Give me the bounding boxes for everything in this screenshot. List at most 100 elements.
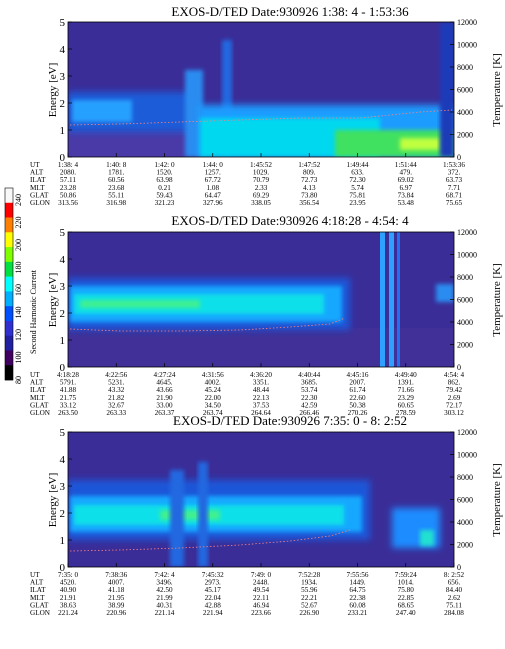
panel-1-y2tick-label: 10000 xyxy=(457,41,477,50)
panel-3-ephemeris-label: GLAT xyxy=(30,601,49,609)
panel-3-column-2 xyxy=(198,462,208,567)
panel-2-stripe-3 xyxy=(397,232,400,367)
panel-2-ephemeris-value: 2007. xyxy=(349,379,365,387)
colorbar-swatch xyxy=(5,350,13,366)
panel-2-ephemeris-value: 4645. xyxy=(156,379,172,387)
panel-1-ephemeris-value: 64.47 xyxy=(205,191,222,199)
panel-3-ephemeris-value: 223.66 xyxy=(251,609,271,617)
panel-1-ephemeris-value: 1:51:44 xyxy=(395,161,417,169)
panel-3-ephemeris-value: 22.85 xyxy=(398,594,415,602)
panel-3-ephemeris-label: MLT xyxy=(30,594,45,602)
panel-1-ephemeris-value: 1:49:44 xyxy=(347,161,369,169)
panel-2-y2tick-label: 8000 xyxy=(457,273,473,282)
panel-2-ephemeris-value: 4:22:56 xyxy=(105,371,127,379)
panel-3-ephemeris-value: 21.95 xyxy=(108,594,125,602)
panel-1-ytick-label: 5 xyxy=(60,17,66,29)
panel-3-ephemeris-label: GLON xyxy=(30,609,51,617)
panel-3-ephemeris-value: 22.11 xyxy=(253,594,269,602)
panel-2-y2tick-label: 2000 xyxy=(457,341,473,350)
panel-2-title: EXOS-D/TED Date:930926 4:18:28 - 4:54: 4 xyxy=(171,213,409,228)
colorbar-tick-label: 180 xyxy=(14,262,23,274)
panel-1-ephemeris-value: 372. xyxy=(448,169,461,177)
panel-2-ephemeris-value: 266.46 xyxy=(299,409,319,417)
panel-3-temperature-trace xyxy=(69,529,351,552)
panel-3-ephemeris-value: 2973. xyxy=(205,579,221,587)
panel-2-ephemeris-value: 4:45:16 xyxy=(347,371,369,379)
panel-3-spectrogram xyxy=(68,432,454,567)
panel-2-ephemeris-value: 3351. xyxy=(253,379,269,387)
panel-2-y2tick-label: 10000 xyxy=(457,251,477,260)
panel-1-ephemeris-value: 75.65 xyxy=(446,199,463,207)
panel-3-ephemeris-value: 1014. xyxy=(398,579,414,587)
panel-3-ephemeris-value: 656. xyxy=(448,579,461,587)
colorbar-swatch xyxy=(5,306,13,322)
panel-1-ephemeris-value: 59.43 xyxy=(156,191,173,199)
panel-1-ephemeris-label: ILAT xyxy=(30,176,46,184)
panel-3-ytick-label: 3 xyxy=(60,481,66,493)
panel-3-y2tick-label: 8000 xyxy=(457,473,473,482)
panel-3-ephemeris-value: 64.75 xyxy=(349,586,366,594)
panel-2-temperature-trace xyxy=(69,317,346,332)
panel-2-ephemeris-value: 33.12 xyxy=(60,401,77,409)
panel-3-ephemeris-value: 7:42: 4 xyxy=(154,571,175,579)
panel-1-y2tick-label: 0 xyxy=(457,153,461,162)
panel-2-ephemeris-value: 71.66 xyxy=(398,386,415,394)
panel-2-ephemeris-value: 41.88 xyxy=(60,386,77,394)
panel-2-ytick-label: 5 xyxy=(60,227,66,239)
panel-1-ephemeris-value: 1:42: 0 xyxy=(154,161,175,169)
colorbar-swatch xyxy=(5,247,13,263)
panel-2-ephemeris-value: 263.50 xyxy=(58,409,78,417)
panel-2-ephemeris-label: MLT xyxy=(30,394,45,402)
panel-2-ephemeris-value: 4002. xyxy=(205,379,221,387)
panel-3-ephemeris-value: 4007. xyxy=(108,579,124,587)
panel-3-ytick-label: 0 xyxy=(60,562,66,574)
panel-1-ephemeris-value: 313.56 xyxy=(58,199,78,207)
panel-2-ephemeris-value: 22.13 xyxy=(253,394,270,402)
panel-1-ephemeris-value: 1:53:36 xyxy=(443,161,465,169)
panel-2-ytick-label: 1 xyxy=(60,335,66,347)
panel-2-ephemeris-value: 22.00 xyxy=(205,394,222,402)
panel-2-ephemeris-label: ILAT xyxy=(30,386,46,394)
colorbar-tick-label: 80 xyxy=(14,376,23,384)
panel-2-ephemeris-value: 22.60 xyxy=(349,394,366,402)
panel-3-ephemeris-value: 7:49: 0 xyxy=(251,571,272,579)
panel-1-temperature-trace xyxy=(69,109,453,126)
panel-1-ytick-label: 0 xyxy=(60,152,66,164)
panel-3-y2tick-label: 12000 xyxy=(457,428,477,437)
colorbar-frame xyxy=(4,187,14,381)
panel-1-ephemeris-value: 73.84 xyxy=(398,191,415,199)
panel-3-ephemeris-value: 221.14 xyxy=(155,609,175,617)
panel-1-ephemeris-value: 1029. xyxy=(253,169,269,177)
panel-2-ephemeris-value: 862. xyxy=(448,379,461,387)
panel-1-ephemeris-value: 70.79 xyxy=(253,176,270,184)
panel-1-ephemeris-value: 0.21 xyxy=(158,184,171,192)
panel-1-ephemeris-value: 6.97 xyxy=(399,184,412,192)
panel-3-ephemeris-value: 46.94 xyxy=(253,601,270,609)
panel-3-ephemeris-value: 21.91 xyxy=(60,594,77,602)
panel-2-y2tick-label: 6000 xyxy=(457,296,473,305)
panel-2-ephemeris-value: 4:36:20 xyxy=(250,371,272,379)
colorbar-swatch xyxy=(5,217,13,233)
panel-1-ephemeris-value: 63.98 xyxy=(156,176,173,184)
panel-1-ytick-label: 2 xyxy=(60,98,66,110)
panel-1-ephemeris-value: 1:44: 0 xyxy=(203,161,224,169)
panel-1-ephemeris-value: 57.11 xyxy=(60,176,76,184)
panel-2-frame: 0 1 2 3 4 5 0 2000 4000 6000 8000 10000 12000 xyxy=(60,227,478,374)
panel-1-ephemeris-value: 1781. xyxy=(108,169,124,177)
panel-1-early-core xyxy=(72,100,132,122)
colorbar-swatch xyxy=(5,320,13,336)
panel-1-ephemeris-value: 69.02 xyxy=(398,176,415,184)
panel-1-ephemeris-value: 67.72 xyxy=(205,176,222,184)
panel-1-column-2 xyxy=(222,40,232,157)
panel-1-ephemeris-value: 1:45:52 xyxy=(250,161,272,169)
panel-2-ephemeris-value: 1391. xyxy=(398,379,414,387)
panel-2-y2tick-label: 4000 xyxy=(457,318,473,327)
panel-2-ephemeris-value: 4:18:28 xyxy=(57,371,79,379)
panel-3-ephemeris-value: 49.54 xyxy=(253,586,270,594)
panel-3-ephemeris-value: 21.99 xyxy=(156,594,173,602)
panel-3-ephemeris-value: 7:59:24 xyxy=(395,571,417,579)
panel-2-y2label: Temperature [K] xyxy=(491,263,503,336)
panel-2-ephemeris-value: 4:49:40 xyxy=(395,371,417,379)
panel-1-ephemeris-value: 809. xyxy=(303,169,316,177)
panel-3: EXOS-D/TED Date:930926 7:35: 0 - 8: 2:52… xyxy=(47,413,503,574)
